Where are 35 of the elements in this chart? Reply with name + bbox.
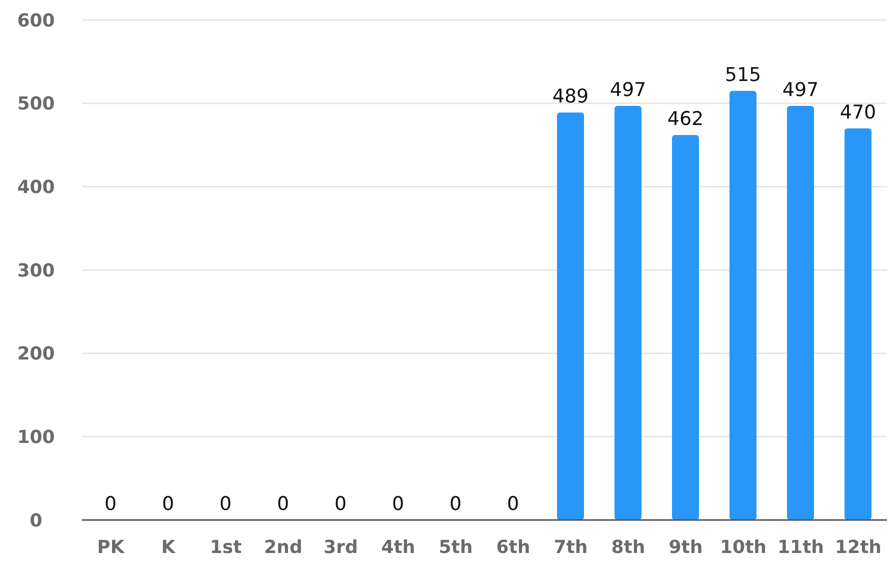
x-tick-label: 3rd	[324, 536, 358, 558]
x-tick-label: 2nd	[264, 536, 302, 558]
y-tick-label: 200	[17, 344, 55, 365]
x-tick-label: 7th	[554, 536, 588, 558]
data-label: 0	[392, 493, 404, 515]
y-tick-label: 600	[17, 10, 55, 32]
x-tick-label: 9th	[668, 536, 703, 558]
x-tick-label: 8th	[611, 536, 646, 558]
x-tick-label: 10th	[720, 536, 766, 558]
data-label: 0	[449, 493, 462, 515]
data-label: 497	[610, 78, 646, 101]
y-tick-label: 500	[17, 94, 55, 115]
data-label: 0	[506, 493, 520, 515]
data-label: 0	[219, 493, 232, 515]
x-tick-label: 11th	[778, 536, 824, 558]
x-tick-label: 6th	[496, 536, 530, 558]
x-tick-label: PK	[97, 536, 126, 558]
y-tick-label: 0	[30, 510, 42, 532]
x-tick-label: 1st	[210, 536, 242, 558]
data-label: 489	[552, 86, 589, 108]
data-label: 0	[162, 493, 174, 515]
data-label: 462	[667, 108, 704, 130]
x-tick-label: K	[161, 536, 176, 558]
data-label: 515	[724, 64, 762, 86]
data-label: 470	[840, 101, 876, 124]
x-tick-label: 4th	[381, 536, 416, 558]
y-tick-label: 100	[17, 427, 55, 448]
y-tick-label: 300	[17, 260, 55, 282]
data-label: 0	[104, 493, 117, 515]
data-label: 497	[782, 78, 819, 101]
x-tick-label: 5th	[438, 536, 473, 558]
x-tick-label: 12th	[835, 536, 882, 558]
y-tick-label: 400	[17, 177, 55, 198]
data-label: 0	[276, 493, 290, 515]
data-label: 0	[334, 493, 347, 515]
